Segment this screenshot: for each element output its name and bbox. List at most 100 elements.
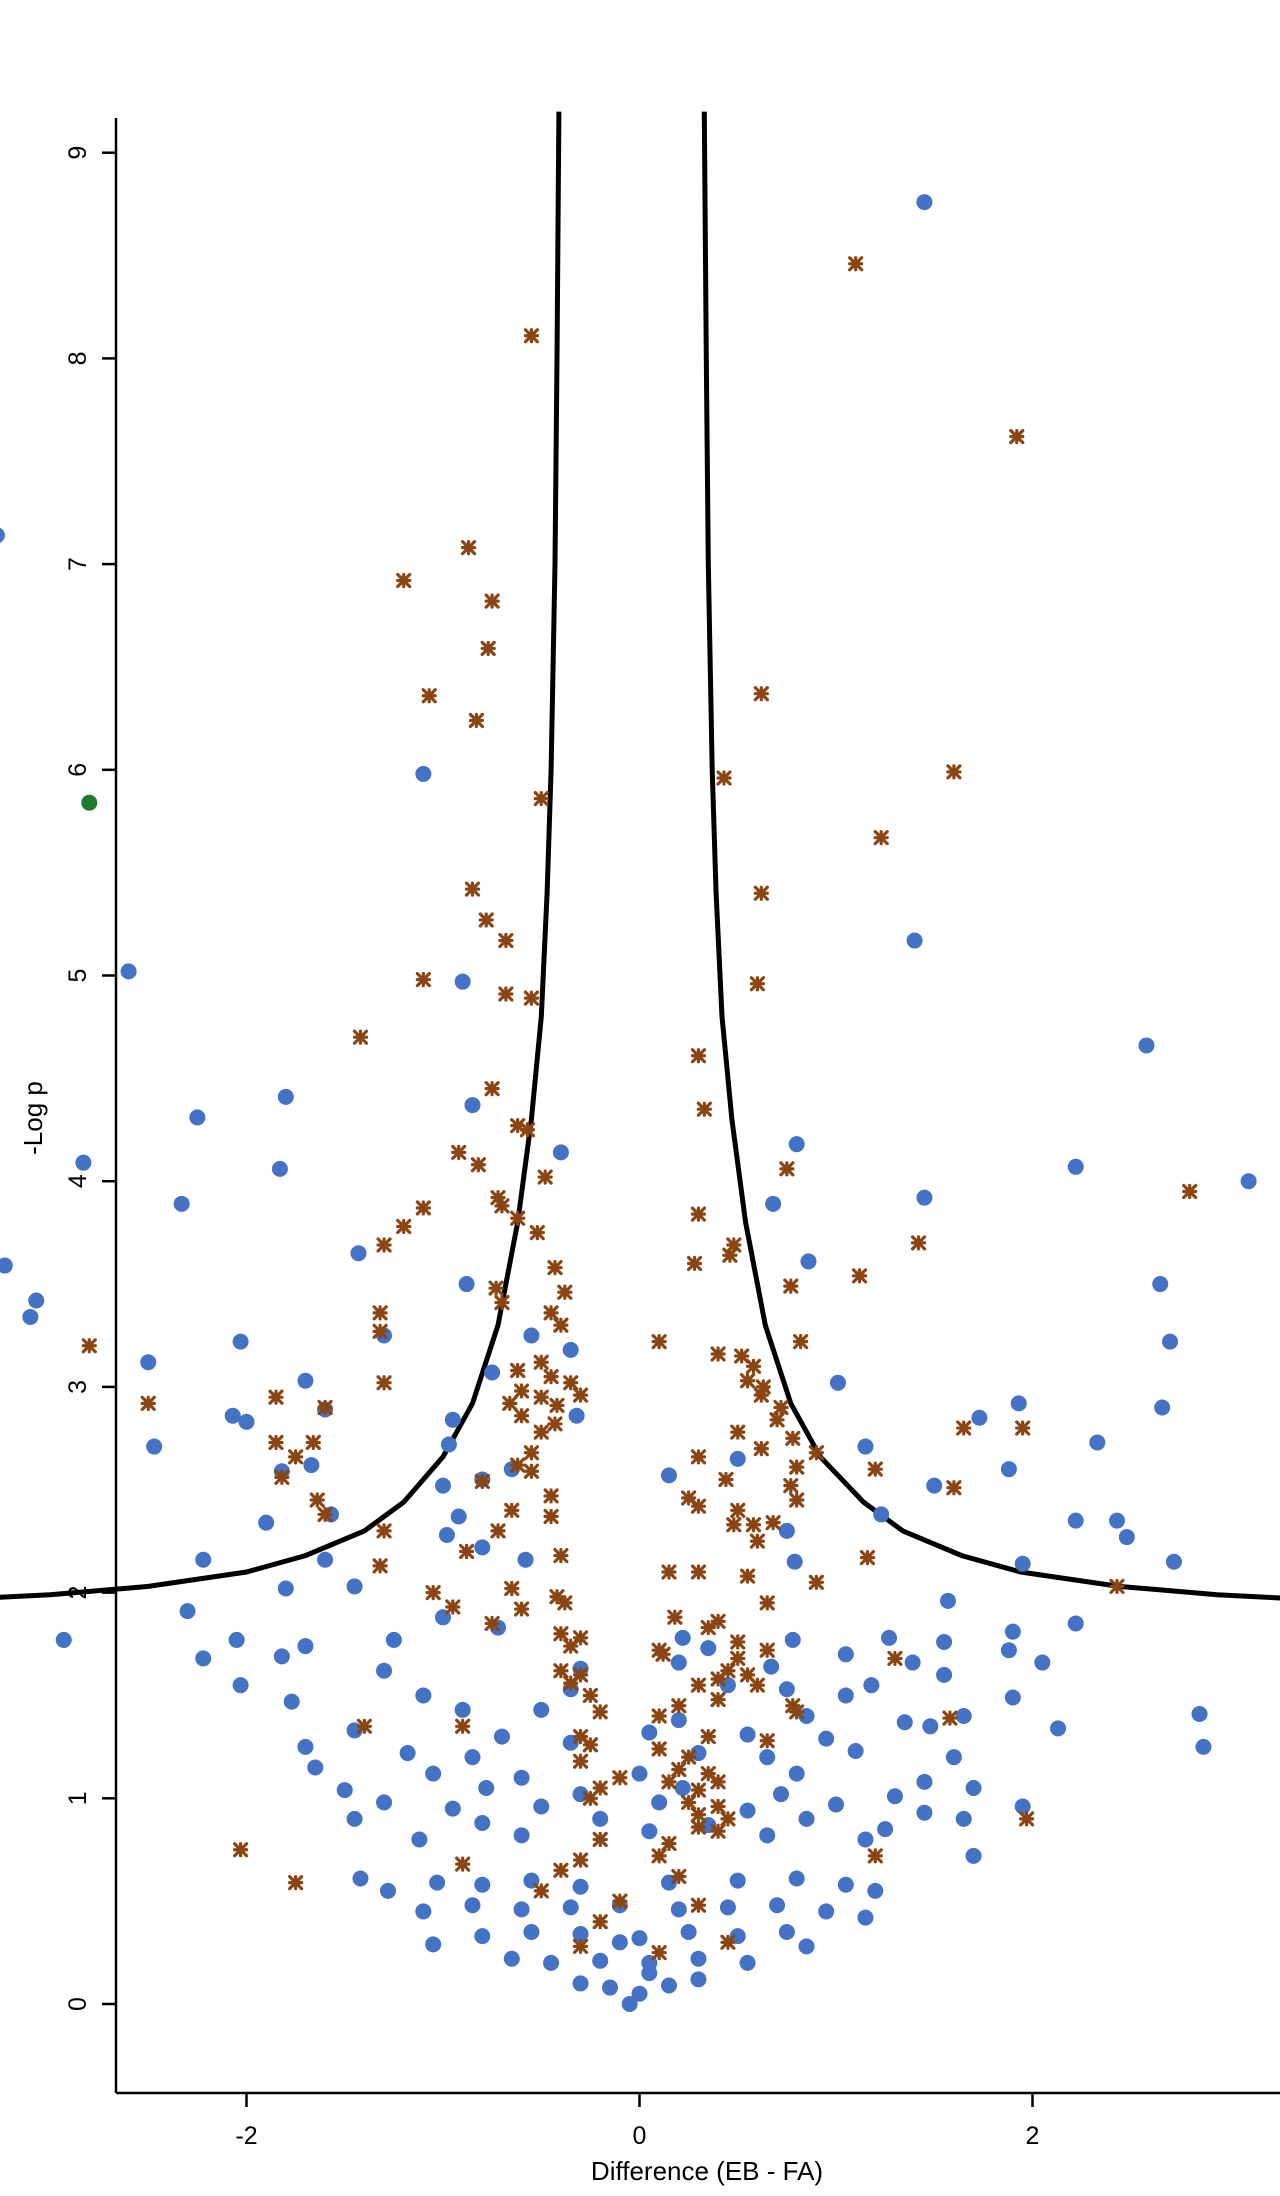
nonsignificant-point — [513, 1901, 530, 1918]
significant-point — [480, 640, 496, 657]
nonsignificant-point — [1010, 1395, 1027, 1412]
significant-point — [739, 1568, 756, 1584]
nonsignificant-point — [1165, 1553, 1182, 1570]
significant-point — [745, 1358, 762, 1374]
nonsignificant-point — [317, 1551, 334, 1568]
nonsignificant-point — [513, 1827, 530, 1844]
significant-point — [783, 1278, 799, 1294]
nonsignificant-point — [739, 1802, 756, 1819]
significant-point — [543, 1508, 559, 1525]
significant-point — [474, 1473, 490, 1490]
significant-point — [696, 1101, 712, 1117]
significant-point — [543, 1369, 559, 1385]
nonsignificant-point — [837, 1687, 854, 1704]
nonsignificant-point — [798, 1810, 815, 1827]
nonsignificant-point — [513, 1769, 530, 1786]
significant-point — [873, 830, 889, 846]
nonsignificant-point — [464, 1897, 481, 1914]
significant-point — [529, 1225, 545, 1241]
nonsignificant-point — [415, 1687, 432, 1704]
significant-point — [789, 1459, 805, 1475]
significant-point — [592, 1831, 608, 1848]
significant-point — [488, 1280, 504, 1296]
significant-point — [710, 1798, 726, 1815]
significant-point — [523, 1463, 540, 1479]
nonsignificant-point — [346, 1578, 363, 1595]
significant-point — [547, 1416, 563, 1432]
nonsignificant-point — [837, 1646, 854, 1663]
nonsignificant-point — [425, 1936, 442, 1953]
significant-point — [686, 1255, 703, 1272]
nonsignificant-point — [1154, 1399, 1171, 1416]
significant-point — [572, 1938, 589, 1955]
significant-point — [1182, 1183, 1198, 1200]
significant-point — [317, 1506, 333, 1523]
significant-point — [458, 1543, 475, 1560]
significant-point — [1109, 1578, 1125, 1595]
significant-point — [734, 1348, 750, 1364]
significant-point — [563, 1638, 579, 1654]
nonsignificant-point — [631, 1985, 648, 2002]
nonsignificant-point — [1004, 1623, 1021, 1640]
nonsignificant-point — [0, 1257, 13, 1274]
significant-point — [572, 1387, 589, 1403]
nonsignificant-point — [788, 1136, 805, 1153]
significant-point — [490, 1523, 506, 1539]
significant-point — [572, 1753, 589, 1769]
significant-point — [421, 688, 437, 704]
nonsignificant-point — [474, 1814, 491, 1831]
significant-point — [887, 1650, 903, 1667]
nonsignificant-point — [1067, 1158, 1084, 1175]
nonsignificant-point — [232, 1333, 249, 1350]
significant-point — [651, 1944, 667, 1961]
significant-point — [478, 912, 494, 928]
nonsignificant-point — [1014, 1555, 1031, 1572]
significant-point — [946, 1480, 962, 1496]
significant-point — [956, 1420, 972, 1436]
nonsignificant-point — [140, 1354, 157, 1371]
nonsignificant-point — [303, 1457, 320, 1474]
nonsignificant-point — [464, 1749, 481, 1766]
significant-point — [730, 1424, 746, 1440]
nonsignificant-point — [772, 1786, 789, 1803]
significant-point — [533, 1354, 549, 1370]
nonsignificant-point — [729, 1450, 746, 1467]
significant-point — [140, 1395, 156, 1411]
significant-point — [513, 1601, 530, 1617]
significant-point — [553, 1663, 569, 1679]
x-tick-label: 0 — [633, 2122, 647, 2150]
significant-point — [753, 885, 769, 901]
nonsignificant-point — [533, 1701, 550, 1718]
nonsignificant-point — [788, 1765, 805, 1782]
y-tick-label: 4 — [64, 1174, 92, 1188]
significant-point — [547, 1259, 563, 1276]
significant-point — [415, 972, 431, 988]
nonsignificant-point — [173, 1195, 190, 1212]
significant-point — [765, 1515, 781, 1531]
nonsignificant-point — [828, 1796, 844, 1813]
nonsignificant-point — [435, 1477, 451, 1494]
nonsignificant-point — [523, 1924, 540, 1941]
significant-point — [592, 1704, 608, 1720]
nonsignificant-point — [863, 1677, 880, 1694]
nonsignificant-point — [965, 1847, 982, 1864]
nonsignificant-point — [28, 1292, 45, 1309]
significant-point — [681, 1490, 697, 1506]
significant-point — [523, 1445, 540, 1461]
significant-point — [671, 1868, 687, 1885]
significant-point — [455, 1718, 471, 1734]
nonsignificant-point — [719, 1899, 736, 1916]
nonsignificant-point — [238, 1413, 255, 1430]
significant-point — [667, 1609, 683, 1625]
significant-point — [789, 1492, 805, 1508]
significant-point — [726, 1517, 742, 1533]
nonsignificant-point — [454, 1701, 471, 1718]
significant-point — [572, 1630, 589, 1646]
nonsignificant-point — [484, 1364, 501, 1381]
significant-point — [451, 1144, 467, 1161]
nonsignificant-point — [945, 1749, 962, 1766]
nonsignificant-point — [916, 1773, 933, 1790]
significant-point — [519, 1122, 536, 1138]
nonsignificant-point — [411, 1831, 428, 1848]
